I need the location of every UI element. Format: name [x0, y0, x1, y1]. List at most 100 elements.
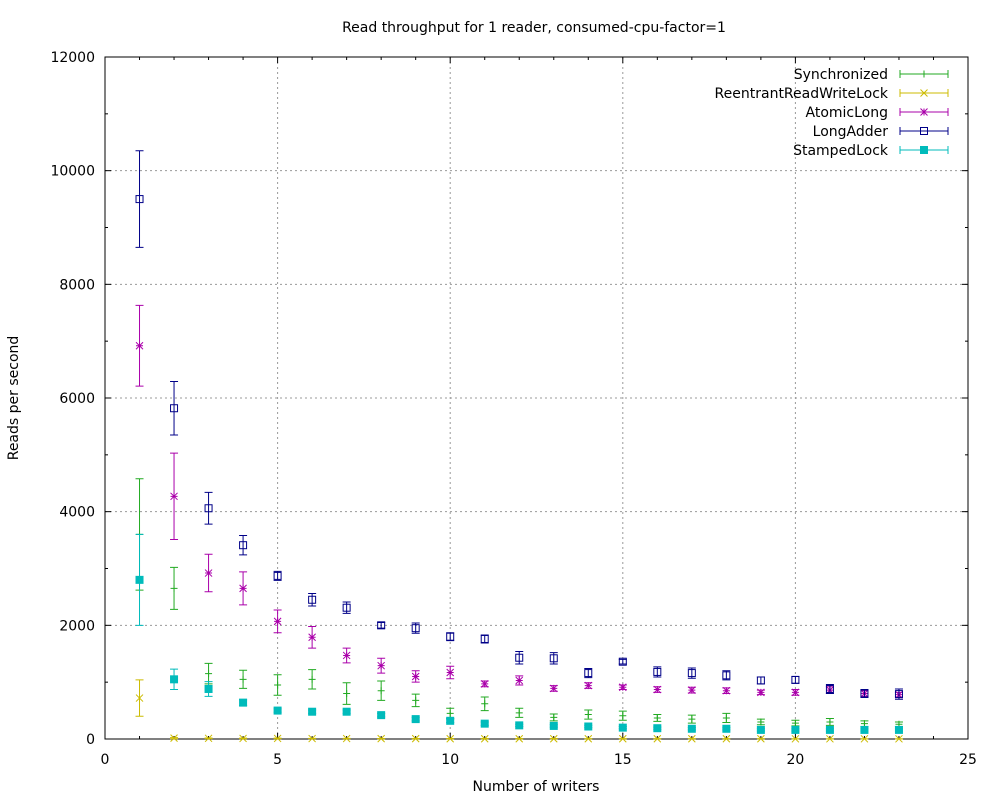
data-point — [308, 707, 317, 716]
legend-marker — [920, 89, 928, 97]
data-point — [480, 680, 489, 688]
data-point — [480, 734, 489, 743]
y-tick-label: 4000 — [59, 505, 95, 521]
data-point — [273, 706, 282, 715]
data-point — [722, 671, 731, 680]
data-point — [377, 711, 386, 720]
data-point — [722, 734, 731, 743]
x-tick-label: 10 — [441, 752, 459, 768]
error-bar — [239, 535, 248, 556]
data-point — [584, 711, 592, 719]
series-atomiclong — [135, 304, 903, 699]
data-point — [756, 676, 765, 685]
data-point — [377, 621, 386, 630]
data-point — [825, 725, 834, 734]
x-axis-label: Number of writers — [473, 779, 600, 795]
data-point — [653, 714, 661, 722]
data-point — [687, 669, 696, 678]
data-point — [549, 654, 558, 663]
data-point — [722, 714, 730, 722]
data-point — [480, 719, 489, 728]
data-point — [204, 569, 213, 577]
data-point — [550, 713, 558, 721]
data-point — [239, 541, 248, 550]
error-bar — [515, 650, 524, 665]
data-point — [412, 696, 420, 704]
series-longadder — [135, 150, 903, 700]
data-point — [619, 712, 627, 720]
legend-label: StampedLock — [793, 143, 889, 159]
error-bar — [446, 632, 455, 642]
legend-marker — [920, 70, 928, 78]
data-point — [653, 724, 662, 733]
data-point — [653, 667, 662, 676]
data-point — [411, 624, 420, 633]
x-tick-label: 20 — [786, 752, 804, 768]
y-tick-label: 0 — [86, 732, 95, 748]
error-bar — [377, 621, 386, 629]
data-point — [618, 657, 627, 666]
data-point — [170, 584, 178, 592]
data-point — [825, 684, 834, 693]
legend: Synchronized ReentrantReadWriteLock Atomic… — [715, 67, 949, 159]
data-point — [446, 734, 455, 743]
data-point — [826, 718, 834, 726]
data-point — [377, 687, 385, 695]
series-reentrantreadwritelock — [135, 679, 903, 743]
data-point — [446, 632, 455, 641]
data-point — [135, 694, 144, 702]
data-point — [722, 686, 731, 695]
data-point — [860, 734, 869, 743]
data-point — [239, 675, 247, 683]
chart-title: Read throughput for 1 reader, consumed-c… — [342, 20, 726, 36]
data-point — [273, 734, 282, 743]
data-point — [308, 675, 316, 683]
series-stampedlock — [135, 533, 903, 734]
legend-marker — [920, 108, 928, 116]
y-axis-label: Reads per second — [6, 336, 22, 461]
data-point — [895, 734, 903, 743]
x-tick-label: 15 — [614, 752, 632, 768]
data-point — [618, 723, 627, 732]
data-point — [273, 571, 282, 580]
data-point — [480, 634, 489, 643]
data-point — [377, 661, 386, 670]
data-point — [549, 721, 558, 730]
data-point — [549, 734, 558, 743]
data-point — [343, 690, 351, 698]
y-tick-label: 6000 — [59, 391, 95, 407]
data-point — [791, 725, 800, 734]
data-point — [204, 684, 213, 693]
data-point — [584, 722, 593, 731]
data-point — [411, 715, 420, 724]
y-tick-label: 10000 — [50, 164, 95, 180]
data-point — [722, 724, 731, 733]
error-bar — [618, 658, 627, 665]
y-tick-label: 12000 — [50, 50, 95, 66]
data-point — [308, 595, 317, 604]
data-point — [894, 725, 903, 734]
data-point — [515, 709, 523, 717]
y-tick-label: 2000 — [59, 618, 95, 634]
data-point — [584, 734, 593, 743]
data-point — [653, 685, 662, 694]
data-point — [791, 688, 800, 697]
data-point — [826, 734, 834, 743]
data-point — [894, 690, 903, 699]
data-point — [481, 700, 489, 708]
data-point — [170, 492, 178, 501]
data-point — [342, 651, 351, 660]
error-bar — [308, 593, 317, 607]
error-bar — [170, 381, 179, 436]
legend-marker — [920, 127, 928, 135]
data-point — [515, 653, 524, 662]
x-tick-label: 5 — [273, 752, 282, 768]
data-point — [239, 698, 248, 707]
legend-label: LongAdder — [813, 124, 889, 140]
series-synchronized — [135, 478, 903, 728]
data-point — [549, 684, 558, 693]
data-point — [687, 724, 696, 733]
data-point — [170, 734, 178, 743]
data-point — [756, 725, 765, 734]
legend-line — [899, 127, 949, 135]
